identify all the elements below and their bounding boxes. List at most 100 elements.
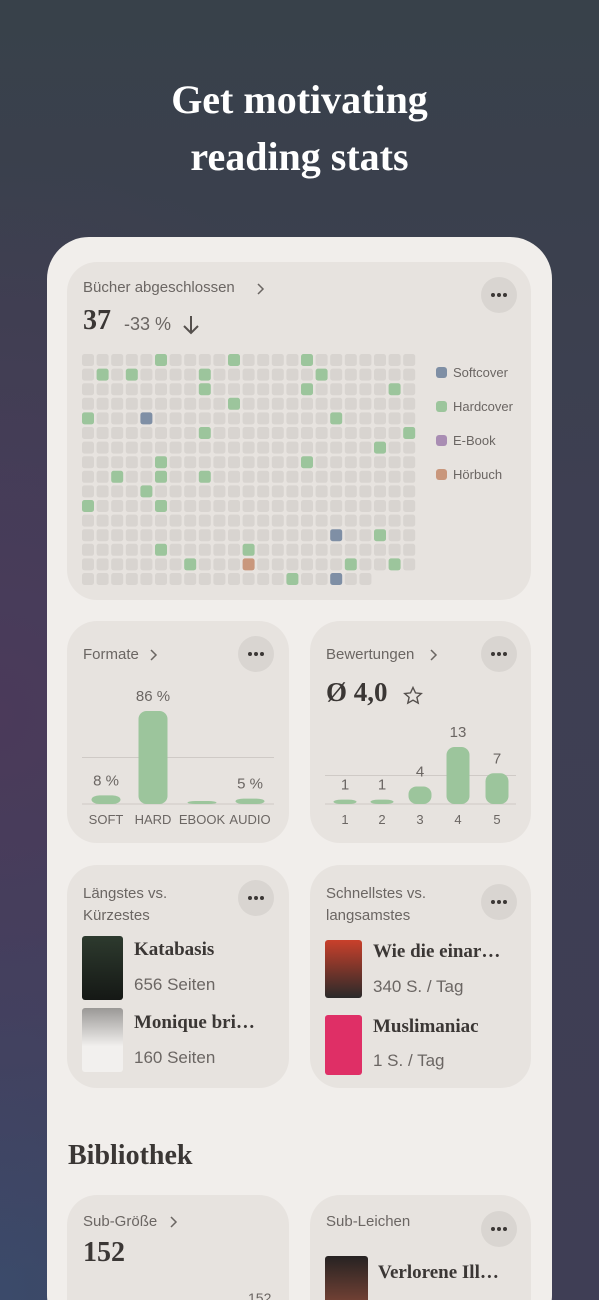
more-button[interactable]: [238, 636, 274, 672]
grid-cell: [155, 397, 167, 410]
grid-cell: [111, 427, 124, 439]
grid-cell: [155, 573, 167, 585]
grid-cell: [82, 427, 94, 439]
grid-cell: [155, 427, 167, 439]
grid-cell: [96, 470, 109, 483]
grid-cell: [125, 354, 138, 366]
grid-cell: [359, 412, 372, 425]
card-title[interactable]: Sub-Größe: [83, 1213, 158, 1230]
grid-cell: [140, 543, 153, 556]
grid-cell: [155, 441, 167, 454]
grid-cell: [82, 397, 94, 410]
grid-cell: [198, 354, 211, 366]
grid-cell: [111, 412, 124, 425]
grid-cell: [155, 514, 167, 527]
grid-cell: [330, 558, 343, 571]
grid-cell: [111, 441, 124, 454]
grid-cell: [169, 441, 182, 454]
grid-cell: [374, 412, 386, 425]
grid-cell: [155, 470, 167, 483]
grid-cell: [330, 514, 343, 527]
grid-cell: [184, 383, 197, 396]
grid-cell: [374, 543, 386, 556]
dots-icon: [491, 293, 507, 297]
grid-cell: [96, 427, 109, 439]
more-button[interactable]: [481, 884, 517, 920]
book-title: Muslimaniac: [373, 1016, 479, 1037]
grid-cell: [388, 500, 401, 512]
grid-cell: [125, 470, 138, 483]
grid-cell: [330, 368, 343, 381]
grid-cell: [213, 573, 226, 585]
more-button[interactable]: [481, 636, 517, 672]
grid-cell: [213, 412, 226, 425]
grid-cell: [359, 397, 372, 410]
card-title[interactable]: Bücher abgeschlossen: [83, 279, 235, 296]
grid-cell: [374, 514, 386, 527]
card-title[interactable]: Bewertungen: [326, 646, 415, 663]
more-button[interactable]: [481, 277, 517, 313]
grid-cell: [198, 573, 211, 585]
grid-cell: [169, 354, 182, 366]
grid-cell: [198, 397, 211, 410]
grid-cell: [228, 441, 240, 454]
grid-cell: [388, 354, 401, 366]
card-title: Längstes vs. Kürzestes: [83, 885, 168, 924]
grid-cell: [301, 485, 313, 498]
grid-cell: [315, 500, 328, 512]
grid-cell: [286, 397, 299, 410]
card-title[interactable]: Sub-Leichen: [326, 1213, 411, 1230]
grid-cell: [96, 397, 109, 410]
grid-cell: [330, 427, 343, 439]
grid-cell: [228, 368, 240, 381]
book-detail: 340 S. / Tag: [373, 977, 464, 996]
legend: Softcover Hardcover E-Book Hörbuch: [436, 355, 513, 491]
grid-cell: [96, 514, 109, 527]
more-button[interactable]: [238, 880, 274, 916]
grid-cell: [374, 354, 386, 366]
grid-cell: [242, 368, 255, 381]
grid-cell: [111, 558, 124, 571]
more-button[interactable]: [481, 1211, 517, 1247]
grid-cell: [213, 470, 226, 483]
dots-icon: [248, 896, 264, 900]
grid-cell: [344, 368, 357, 381]
grid-cell: [96, 543, 109, 556]
grid-cell: [359, 485, 372, 498]
grid-cell: [242, 573, 255, 585]
chevron: [430, 649, 438, 661]
grid-cell: [198, 485, 211, 498]
grid-cell: [286, 500, 299, 512]
legend-label: Hardcover: [453, 398, 513, 414]
grid-cell: [315, 470, 328, 483]
grid-cell: [257, 500, 270, 512]
grid-cell: [184, 529, 197, 542]
grid-cell: [198, 558, 211, 571]
grid-cell: [140, 500, 153, 512]
grid-cell: [359, 383, 372, 396]
grid-cell: [286, 354, 299, 366]
bar: [485, 773, 509, 804]
grid-cell: [359, 470, 372, 483]
grid-cell: [242, 514, 255, 527]
grid-cell: [228, 485, 240, 498]
grid-cell: [286, 514, 299, 527]
grid-cell: [111, 529, 124, 542]
grid-cell: [374, 470, 386, 483]
grid-cell: [374, 456, 386, 469]
grid-cell: [82, 354, 94, 366]
grid-cell: [169, 368, 182, 381]
grid-cell: [301, 470, 313, 483]
grid-cell: [344, 514, 357, 527]
grid-cell: [213, 441, 226, 454]
legend-item: E-Book: [436, 423, 513, 457]
grid-cell: [403, 500, 416, 512]
grid-cell: [82, 543, 94, 556]
grid-cell: [403, 558, 416, 571]
grid-cell: [140, 529, 153, 542]
value-label: 8 %: [93, 772, 119, 789]
card-title[interactable]: Formate: [83, 646, 139, 663]
grid-cell: [184, 441, 197, 454]
grid-cell: [213, 383, 226, 396]
grid-cell: [228, 470, 240, 483]
